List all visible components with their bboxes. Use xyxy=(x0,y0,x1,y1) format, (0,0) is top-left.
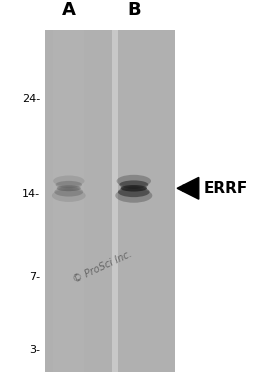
Ellipse shape xyxy=(115,189,152,203)
Text: B: B xyxy=(127,2,141,19)
FancyBboxPatch shape xyxy=(112,30,118,372)
Text: 7-: 7- xyxy=(29,272,40,282)
Text: ERRF: ERRF xyxy=(204,181,248,196)
FancyBboxPatch shape xyxy=(45,30,175,372)
Text: 3-: 3- xyxy=(29,345,40,355)
FancyBboxPatch shape xyxy=(53,30,84,372)
Text: © ProSci Inc.: © ProSci Inc. xyxy=(71,248,133,285)
Ellipse shape xyxy=(116,175,151,187)
Polygon shape xyxy=(177,177,199,199)
Ellipse shape xyxy=(56,181,82,189)
Text: A: A xyxy=(62,2,76,19)
Ellipse shape xyxy=(54,187,83,197)
Ellipse shape xyxy=(53,175,84,187)
Text: 14-: 14- xyxy=(22,189,40,199)
Ellipse shape xyxy=(119,180,148,189)
Ellipse shape xyxy=(118,187,150,197)
Ellipse shape xyxy=(57,185,81,191)
Text: 24-: 24- xyxy=(22,94,40,104)
Ellipse shape xyxy=(121,185,147,192)
Ellipse shape xyxy=(52,189,86,202)
